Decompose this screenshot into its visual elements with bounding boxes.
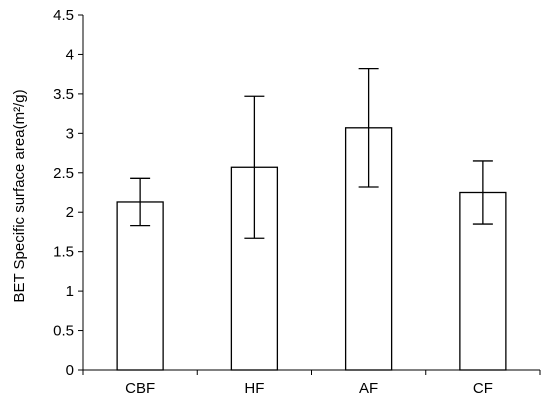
x-tick-label-cf: CF	[473, 380, 493, 397]
x-axis-ticks: CBF HF AF CF	[82, 370, 541, 397]
bar-cbf	[116, 201, 164, 371]
y-tick-label: 2	[66, 204, 74, 221]
y-axis-ticks: 0 0.5 1 1.5 2 2.5 3 3.5 4 4.5	[53, 7, 83, 379]
x-tick-label-hf: HF	[244, 380, 264, 397]
y-tick-label: 4	[66, 46, 74, 63]
y-tick-label: 1	[66, 283, 74, 300]
y-tick-label: 1.5	[53, 244, 74, 261]
y-tick-label: 4.5	[53, 7, 74, 24]
error-bars	[130, 67, 493, 239]
y-tick-label: 3	[66, 125, 74, 142]
bars	[116, 127, 507, 371]
y-tick-label: 0.5	[53, 323, 74, 340]
y-tick-label: 2.5	[53, 165, 74, 182]
x-tick-label-cbf: CBF	[125, 380, 155, 397]
y-tick-label: 3.5	[53, 86, 74, 103]
y-tick-label: 0	[66, 362, 74, 379]
x-tick-label-af: AF	[359, 380, 378, 397]
y-axis-title: BET Specific surface area(m²/g)	[11, 89, 28, 302]
